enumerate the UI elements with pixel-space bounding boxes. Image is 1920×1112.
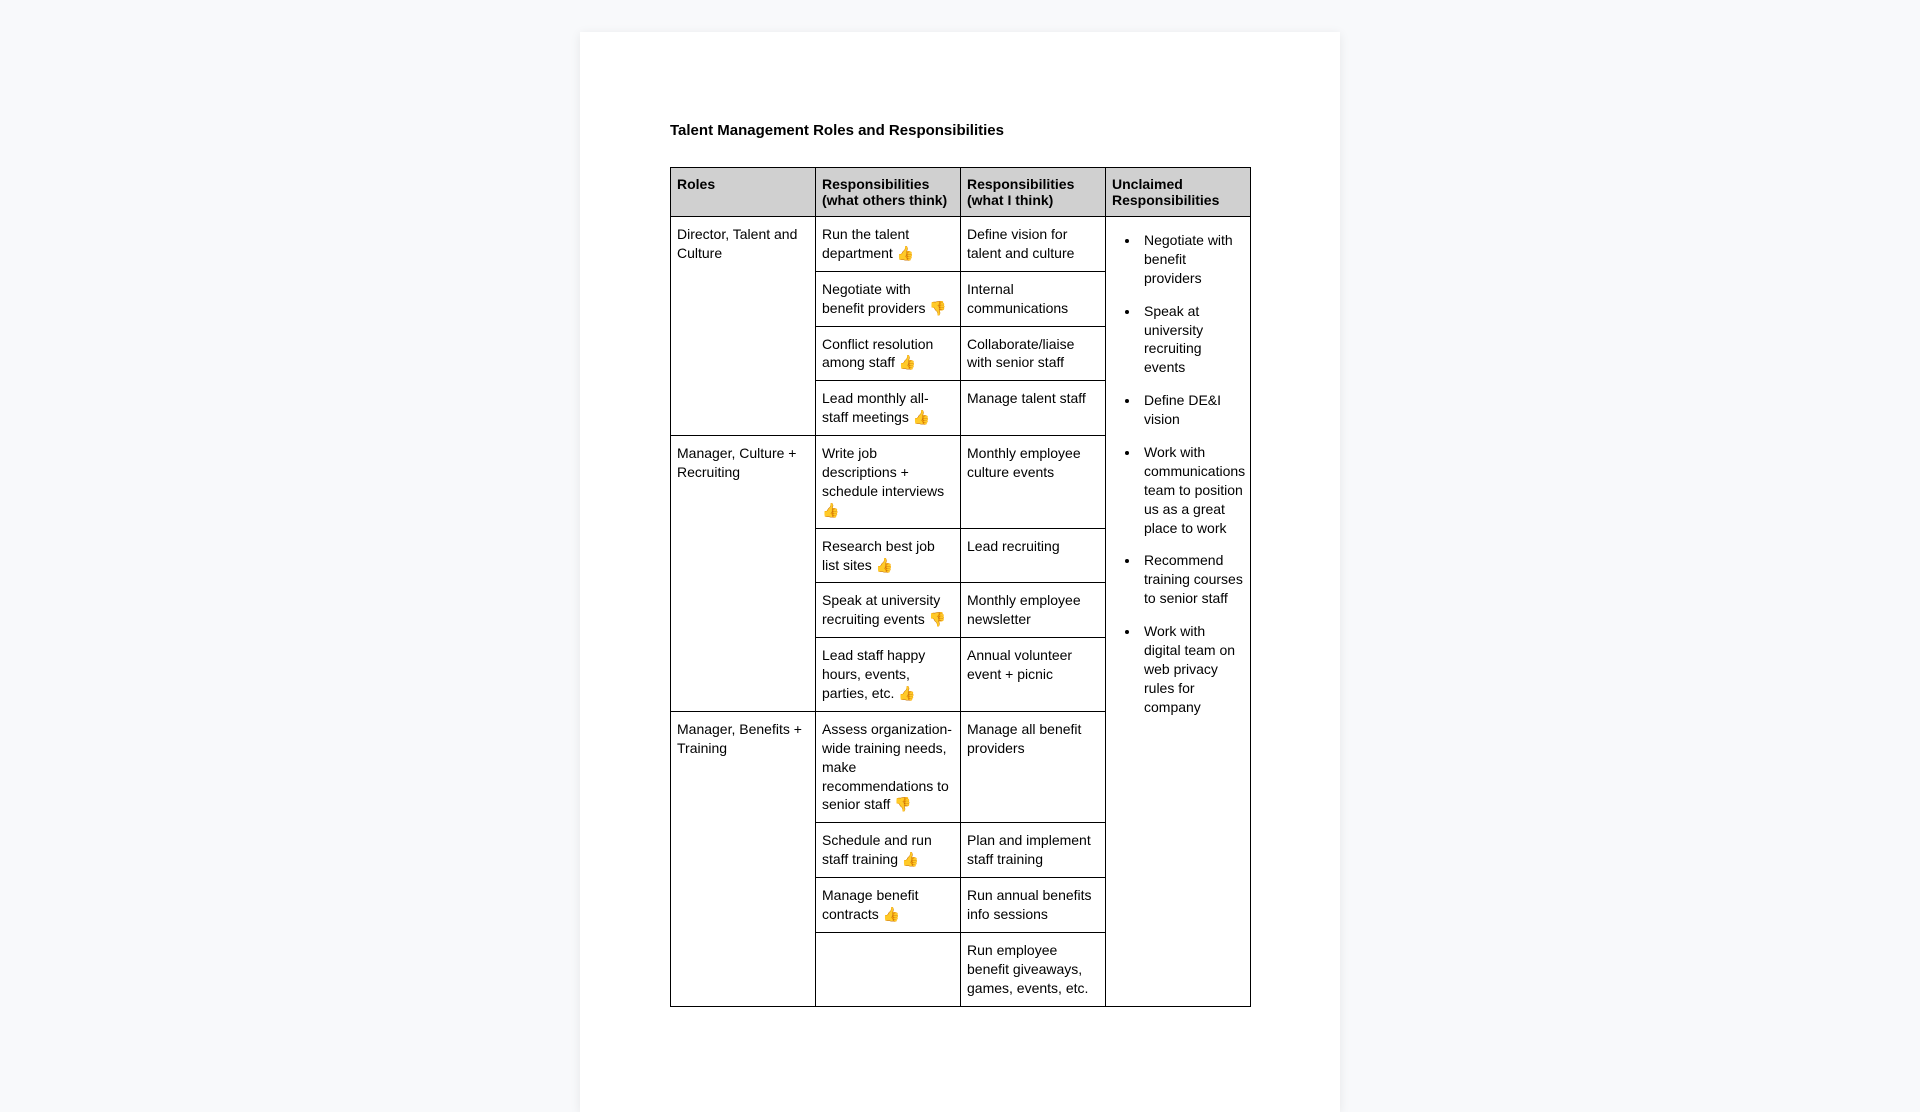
ithink-cell: Run annual benefits info sessions xyxy=(961,878,1106,933)
others-cell: Manage benefit contracts 👍 xyxy=(816,878,961,933)
table-row: Director, Talent and Culture Run the tal… xyxy=(671,217,1251,272)
ithink-cell: Run employee benefit giveaways, games, e… xyxy=(961,932,1106,1006)
ithink-cell: Collaborate/liaise with senior staff xyxy=(961,326,1106,381)
ithink-cell: Internal communications xyxy=(961,271,1106,326)
others-cell: Lead staff happy hours, events, parties,… xyxy=(816,638,961,712)
table-header-row: Roles Responsibilities (what others thin… xyxy=(671,168,1251,217)
role-cell: Manager, Benefits + Training xyxy=(671,711,816,1006)
unclaimed-item: Negotiate with benefit providers xyxy=(1140,231,1244,288)
others-cell xyxy=(816,932,961,1006)
ithink-cell: Plan and implement staff training xyxy=(961,823,1106,878)
others-cell: Lead monthly all-staff meetings 👍 xyxy=(816,381,961,436)
unclaimed-item: Define DE&I vision xyxy=(1140,391,1244,429)
unclaimed-cell: Negotiate with benefit providers Speak a… xyxy=(1106,217,1251,1007)
others-cell: Conflict resolution among staff 👍 xyxy=(816,326,961,381)
header-ithink: Responsibilities (what I think) xyxy=(961,168,1106,217)
ithink-cell: Define vision for talent and culture xyxy=(961,217,1106,272)
ithink-cell: Monthly employee culture events xyxy=(961,436,1106,529)
document-page: Talent Management Roles and Responsibili… xyxy=(580,32,1340,1112)
unclaimed-item: Work with digital team on web privacy ru… xyxy=(1140,622,1244,716)
others-cell: Write job descriptions + schedule interv… xyxy=(816,436,961,529)
others-cell: Speak at university recruiting events 👎 xyxy=(816,583,961,638)
unclaimed-item: Speak at university recruiting events xyxy=(1140,302,1244,378)
header-others: Responsibilities (what others think) xyxy=(816,168,961,217)
header-roles: Roles xyxy=(671,168,816,217)
unclaimed-item: Work with communications team to positio… xyxy=(1140,443,1244,537)
responsibilities-table: Roles Responsibilities (what others thin… xyxy=(670,167,1251,1007)
document-title: Talent Management Roles and Responsibili… xyxy=(670,122,1250,139)
others-cell: Research best job list sites 👍 xyxy=(816,528,961,583)
ithink-cell: Annual volunteer event + picnic xyxy=(961,638,1106,712)
unclaimed-list: Negotiate with benefit providers Speak a… xyxy=(1112,231,1244,717)
ithink-cell: Manage all benefit providers xyxy=(961,711,1106,822)
role-cell: Director, Talent and Culture xyxy=(671,217,816,436)
others-cell: Assess organization-wide training needs,… xyxy=(816,711,961,822)
header-unclaimed: Unclaimed Responsibilities xyxy=(1106,168,1251,217)
ithink-cell: Monthly employee newsletter xyxy=(961,583,1106,638)
ithink-cell: Manage talent staff xyxy=(961,381,1106,436)
others-cell: Run the talent department 👍 xyxy=(816,217,961,272)
others-cell: Negotiate with benefit providers 👎 xyxy=(816,271,961,326)
unclaimed-item: Recommend training courses to senior sta… xyxy=(1140,551,1244,608)
ithink-cell: Lead recruiting xyxy=(961,528,1106,583)
others-cell: Schedule and run staff training 👍 xyxy=(816,823,961,878)
role-cell: Manager, Culture + Recruiting xyxy=(671,436,816,712)
